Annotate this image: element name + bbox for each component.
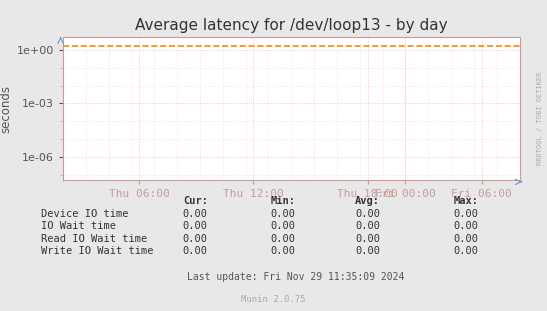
Text: 0.00: 0.00 xyxy=(183,246,208,256)
Text: Avg:: Avg: xyxy=(355,196,380,206)
Text: 0.00: 0.00 xyxy=(355,221,380,231)
Text: 0.00: 0.00 xyxy=(355,209,380,219)
Title: Average latency for /dev/loop13 - by day: Average latency for /dev/loop13 - by day xyxy=(135,18,447,33)
Text: 0.00: 0.00 xyxy=(355,246,380,256)
Text: 0.00: 0.00 xyxy=(183,234,208,244)
Text: Min:: Min: xyxy=(270,196,295,206)
Text: Device IO time: Device IO time xyxy=(41,209,129,219)
Text: 0.00: 0.00 xyxy=(453,234,479,244)
Text: 0.00: 0.00 xyxy=(355,234,380,244)
Y-axis label: seconds: seconds xyxy=(0,85,13,133)
Text: Last update: Fri Nov 29 11:35:09 2024: Last update: Fri Nov 29 11:35:09 2024 xyxy=(187,272,404,282)
Text: Read IO Wait time: Read IO Wait time xyxy=(41,234,147,244)
Text: 0.00: 0.00 xyxy=(270,234,295,244)
Text: 0.00: 0.00 xyxy=(453,246,479,256)
Text: Cur:: Cur: xyxy=(183,196,208,206)
Text: 0.00: 0.00 xyxy=(270,246,295,256)
Text: 0.00: 0.00 xyxy=(453,209,479,219)
Text: IO Wait time: IO Wait time xyxy=(41,221,116,231)
Text: Write IO Wait time: Write IO Wait time xyxy=(41,246,154,256)
Text: 0.00: 0.00 xyxy=(183,209,208,219)
Text: 0.00: 0.00 xyxy=(183,221,208,231)
Text: Max:: Max: xyxy=(453,196,479,206)
Text: RRDTOOL / TOBI OETIKER: RRDTOOL / TOBI OETIKER xyxy=(537,72,543,165)
Text: 0.00: 0.00 xyxy=(270,221,295,231)
Text: 0.00: 0.00 xyxy=(270,209,295,219)
Text: Munin 2.0.75: Munin 2.0.75 xyxy=(241,295,306,304)
Text: 0.00: 0.00 xyxy=(453,221,479,231)
